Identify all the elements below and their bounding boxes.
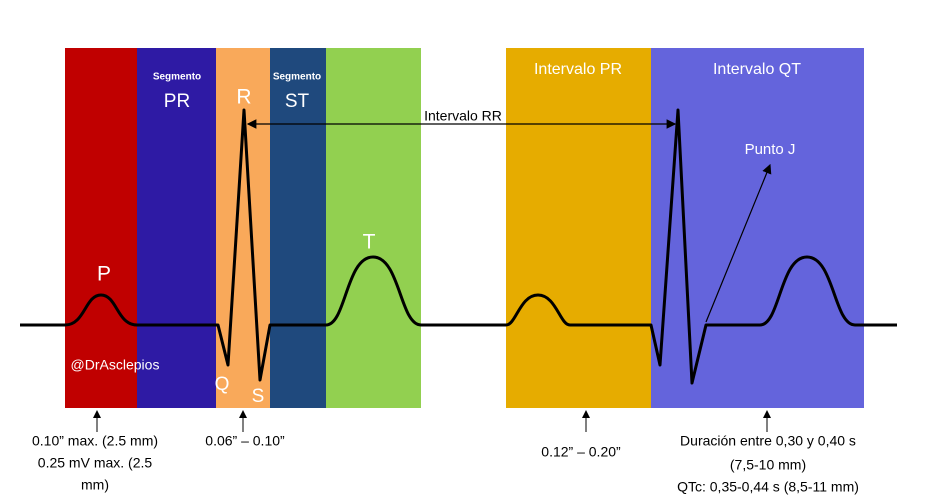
label: R bbox=[236, 86, 251, 109]
footnote: mm) bbox=[81, 477, 109, 493]
footnote: 0.12” – 0.20” bbox=[541, 444, 621, 460]
label: T bbox=[363, 231, 376, 254]
label: Intervalo PR bbox=[534, 61, 622, 78]
footnote: QTc: 0,35-0,44 s (8,5-11 mm) bbox=[677, 479, 859, 495]
label: Segmento bbox=[153, 72, 201, 83]
band-p bbox=[65, 48, 137, 408]
watermark: @DrAsclepios bbox=[71, 357, 160, 373]
footnote: (7,5-10 mm) bbox=[730, 457, 806, 473]
ecg-trace bbox=[20, 108, 897, 385]
label: P bbox=[97, 263, 111, 286]
j-arrow bbox=[705, 163, 772, 323]
label: S bbox=[252, 386, 265, 407]
band-t bbox=[326, 48, 421, 408]
band-segmento-pr bbox=[137, 48, 216, 408]
label: Punto J bbox=[745, 141, 796, 158]
footnote: 0.25 mV max. (2.5 bbox=[38, 455, 153, 471]
label: PR bbox=[164, 91, 190, 112]
footnote: 0.10” max. (2.5 mm) bbox=[32, 433, 158, 449]
band-intervalo-qt bbox=[651, 48, 864, 408]
label: Q bbox=[215, 374, 230, 395]
footnote: Duración entre 0,30 y 0,40 s bbox=[680, 433, 856, 449]
label: ST bbox=[285, 91, 310, 112]
label: Intervalo QT bbox=[713, 61, 801, 78]
label: Intervalo RR bbox=[424, 108, 502, 124]
footnote: 0.06” – 0.10” bbox=[205, 433, 285, 449]
label: Segmento bbox=[273, 72, 321, 83]
band-intervalo-pr bbox=[506, 48, 651, 408]
band-segmento-st bbox=[270, 48, 326, 408]
